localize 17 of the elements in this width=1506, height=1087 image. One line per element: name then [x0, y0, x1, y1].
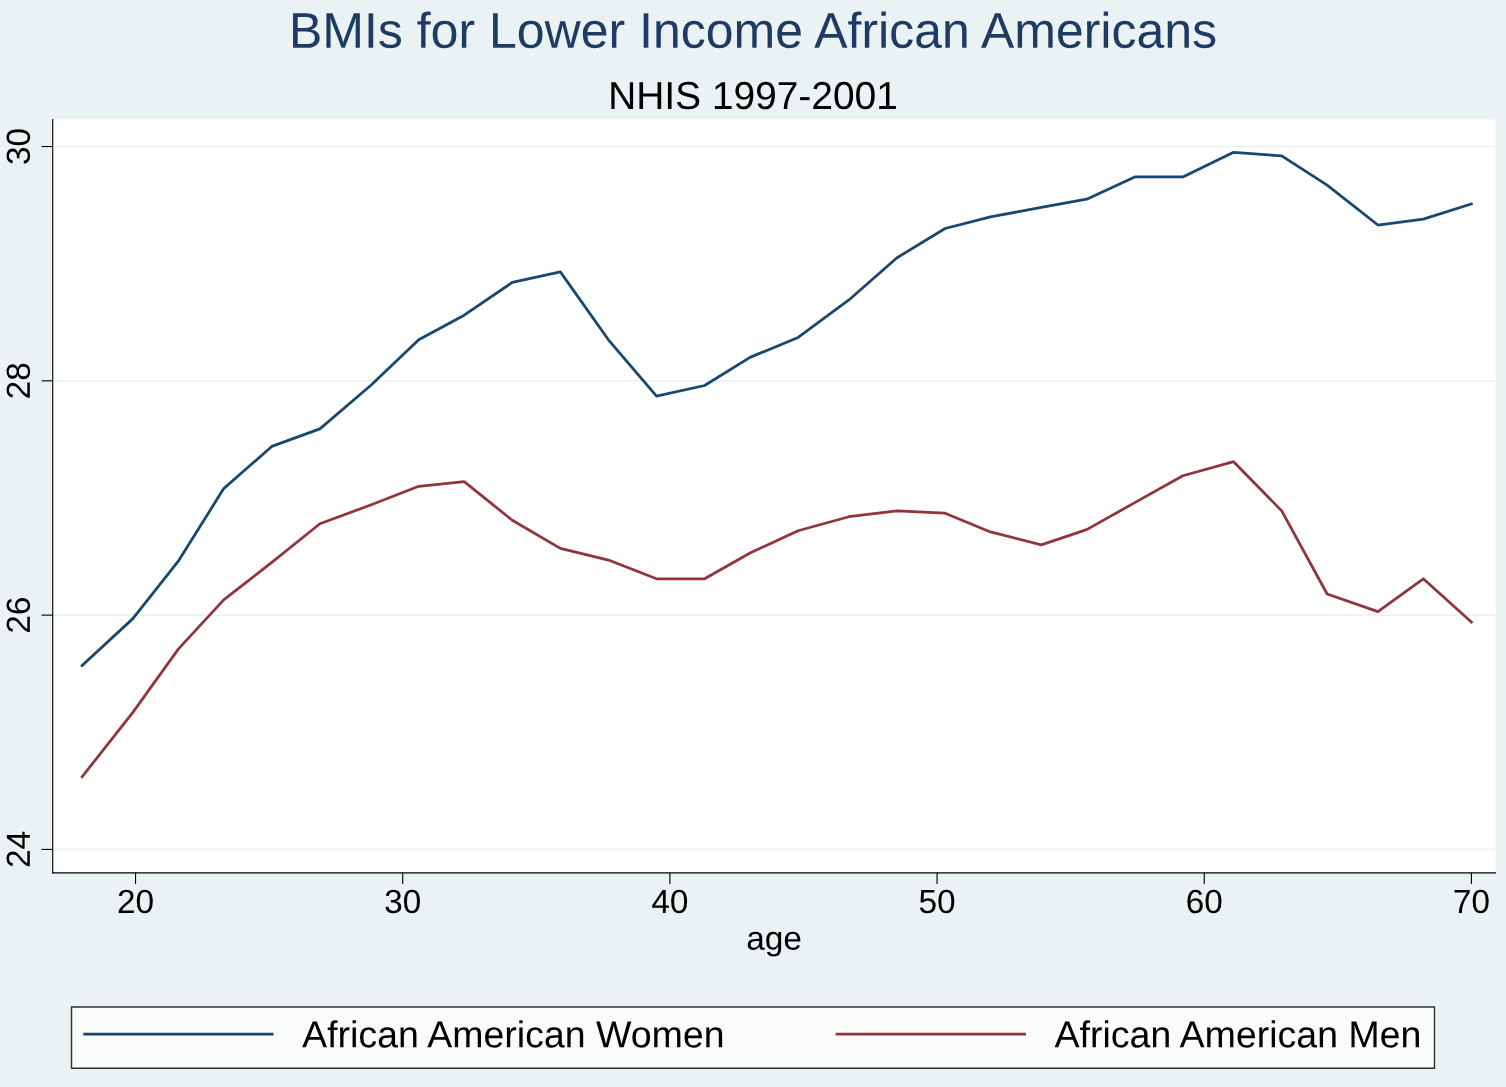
- y-tick-label: 24: [6, 831, 30, 867]
- x-tick-label: 70: [1454, 889, 1489, 914]
- y-tick-label: 26: [6, 598, 31, 632]
- x-tick-label: 50: [919, 889, 955, 914]
- y-tick-label: 30: [6, 129, 31, 164]
- x-tick-label: 30: [385, 889, 420, 914]
- chart-subtitle: NHIS 1997-2001: [611, 81, 896, 110]
- legend-label: African American Women: [302, 1020, 723, 1048]
- x-tick-label: 20: [118, 889, 153, 914]
- legend-label: African American Men: [1054, 1020, 1419, 1048]
- chart-title: BMIs for Lower Income African Americans: [293, 11, 1216, 49]
- x-tick-label: 40: [652, 889, 688, 914]
- line-series: [80, 150, 1473, 667]
- line-series: [80, 460, 1473, 779]
- y-tick-label: 28: [6, 363, 31, 398]
- x-tick-label: 60: [1187, 889, 1222, 914]
- x-axis-title: age: [747, 931, 801, 957]
